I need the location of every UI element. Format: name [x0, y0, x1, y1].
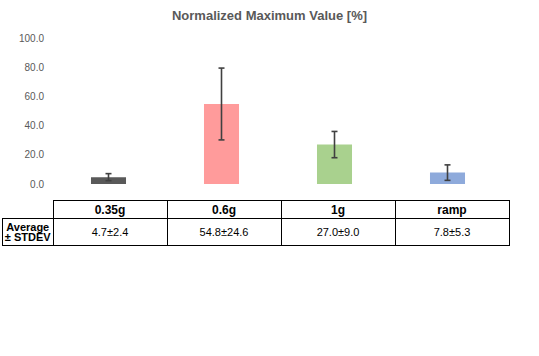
svg-text:80.0: 80.0 [25, 62, 45, 73]
html-text:4.7±2.4: 4.7±2.4 [91, 226, 129, 238]
svg-text:20.0: 20.0 [25, 149, 45, 160]
svg-text:Normalized Maximum Value [%]: Normalized Maximum Value [%] [172, 8, 367, 23]
html-text:ramp: ramp [437, 202, 467, 217]
svg-text:60.0: 60.0 [25, 91, 45, 102]
html-text:± STDEV: ± STDEV [4, 231, 51, 243]
svg-text:100.0: 100.0 [19, 33, 44, 44]
html-text:0.6g: 0.6g [212, 202, 236, 217]
svg-text:40.0: 40.0 [25, 120, 45, 131]
html-text:Average: Average [6, 221, 50, 233]
html-text:0.35g: 0.35g [94, 202, 126, 217]
html-text:1g: 1g [331, 202, 345, 217]
html-text:27.0±9.0: 27.0±9.0 [316, 226, 360, 238]
html-text:7.8±5.3: 7.8±5.3 [433, 226, 471, 238]
html-text:54.8±24.6: 54.8±24.6 [199, 226, 249, 238]
svg-text:0.0: 0.0 [30, 179, 44, 190]
